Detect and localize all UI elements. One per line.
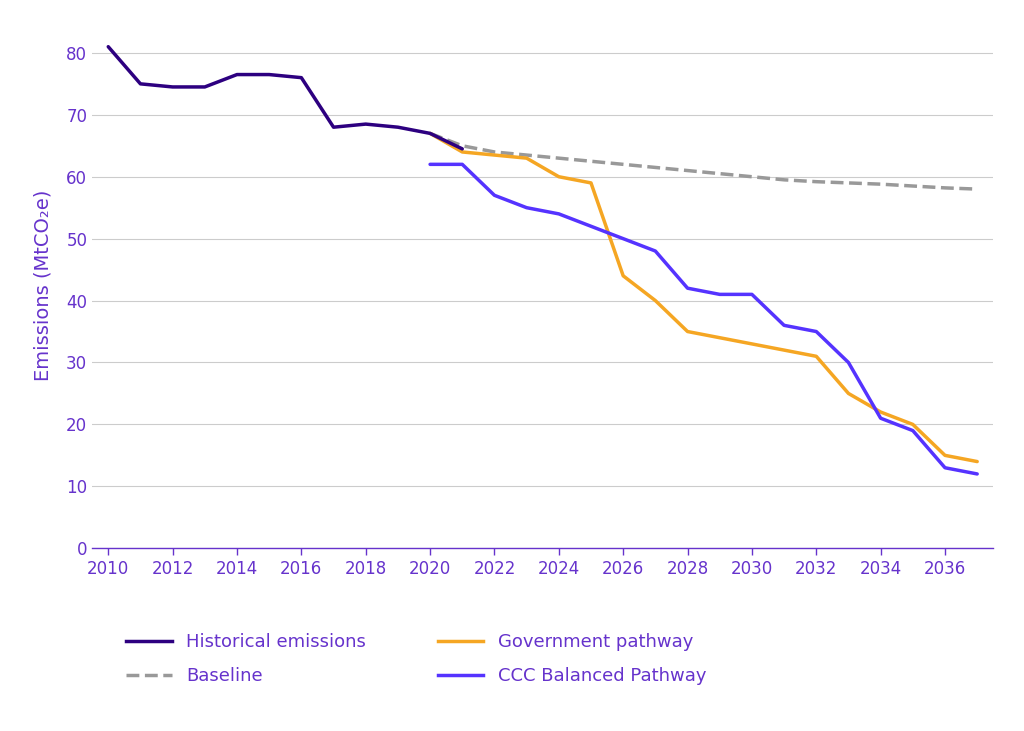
Y-axis label: Emissions (MtCO₂e): Emissions (MtCO₂e) <box>34 189 52 381</box>
Legend: Historical emissions, Baseline, Government pathway, CCC Balanced Pathway: Historical emissions, Baseline, Governme… <box>119 626 714 692</box>
